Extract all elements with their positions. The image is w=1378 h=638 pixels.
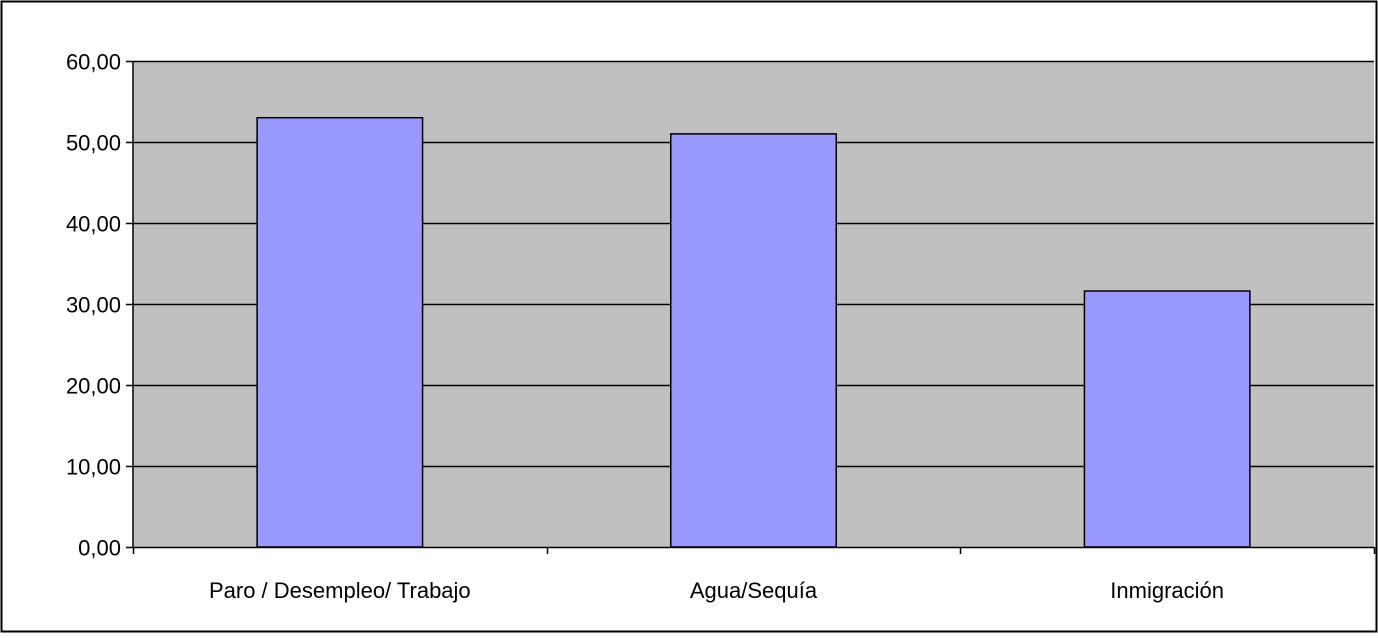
y-tick-label: 30,00 — [66, 293, 121, 318]
y-tick-label: 50,00 — [66, 131, 121, 156]
bar — [1083, 290, 1251, 548]
x-tick-label: Agua/Sequía — [690, 578, 818, 603]
x-tick-label: Inmigración — [1110, 578, 1224, 603]
y-tick-label: 0,00 — [78, 536, 121, 561]
bar — [256, 116, 424, 548]
y-tick-labels: 0,00 10,00 20,00 30,00 40,00 50,00 60,00 — [66, 50, 121, 561]
y-tick-label: 10,00 — [66, 455, 121, 480]
bar — [670, 133, 837, 548]
bars — [256, 116, 1251, 548]
axes — [126, 60, 1376, 554]
y-tick-label: 40,00 — [66, 212, 121, 237]
y-tick-label: 20,00 — [66, 374, 121, 399]
y-tick-label: 60,00 — [66, 50, 121, 75]
x-tick-label: Paro / Desempleo/ Trabajo — [209, 578, 471, 603]
x-tick-labels: Paro / Desempleo/ Trabajo Agua/Sequía Inmi… — [209, 578, 1224, 603]
